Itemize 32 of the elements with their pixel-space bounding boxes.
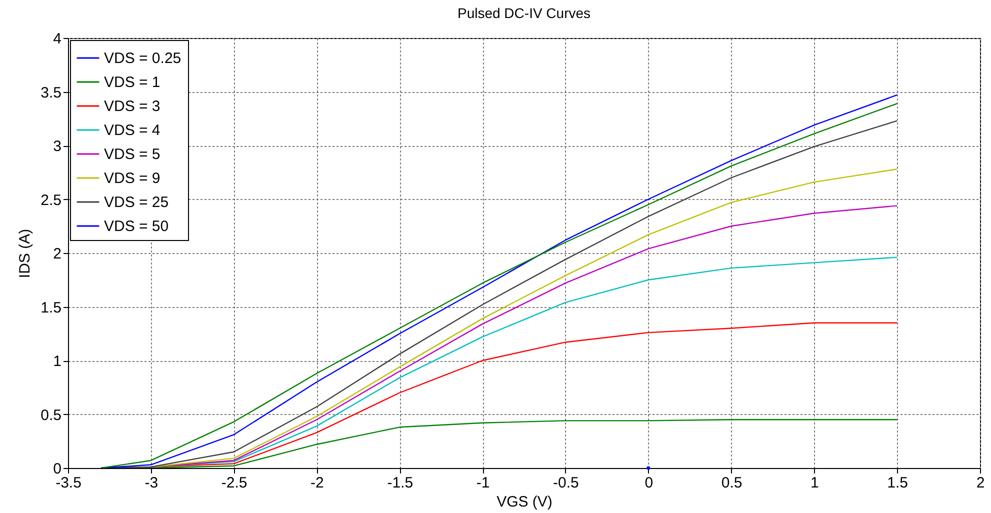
legend-label: VDS = 4 bbox=[104, 122, 160, 139]
x-tick-label: -1 bbox=[476, 474, 490, 492]
y-tick-label: 0 bbox=[53, 460, 62, 478]
y-tick-label: 1.5 bbox=[40, 299, 62, 316]
y-tick-label: 3 bbox=[53, 138, 62, 155]
x-tick-label: 0 bbox=[644, 474, 654, 492]
y-tick-label: 0.5 bbox=[40, 406, 62, 424]
y-tick-label: 2 bbox=[53, 246, 62, 262]
y-tick-label: 4 bbox=[53, 30, 62, 48]
chart-title: Pulsed DC-IV Curves bbox=[457, 5, 591, 21]
x-tick-label: 0.5 bbox=[721, 474, 742, 492]
legend-label: VDS = 1 bbox=[104, 74, 160, 91]
x-tick-label: -0.5 bbox=[553, 474, 579, 492]
y-axis-title: IDS (A) bbox=[16, 228, 34, 278]
x-tick-label: 1 bbox=[810, 474, 819, 492]
y-tick-label: 1 bbox=[53, 353, 62, 370]
legend-label: VDS = 9 bbox=[104, 170, 160, 187]
y-tick-label: 2.5 bbox=[40, 192, 62, 209]
legend-label: VDS = 50 bbox=[104, 218, 169, 235]
x-tick-label: -2.5 bbox=[221, 474, 248, 492]
x-tick-label: 1.5 bbox=[887, 474, 908, 492]
x-tick-label: -3.5 bbox=[56, 474, 82, 492]
x-tick-label: -2 bbox=[310, 474, 324, 492]
legend-label: VDS = 0.25 bbox=[104, 50, 182, 67]
legend-label: VDS = 5 bbox=[104, 146, 160, 163]
legend-label: VDS = 25 bbox=[104, 194, 169, 211]
x-tick-label: 2 bbox=[976, 474, 985, 492]
y-tick-label: 3.5 bbox=[40, 84, 62, 102]
legend-label: VDS = 3 bbox=[104, 98, 160, 115]
x-tick-label: -1.5 bbox=[387, 474, 414, 492]
x-axis-title: VGS (V) bbox=[496, 494, 552, 510]
x-tick-label: -3 bbox=[144, 474, 158, 492]
